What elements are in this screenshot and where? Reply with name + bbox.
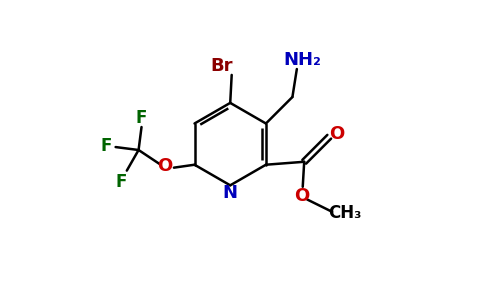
Text: O: O: [157, 157, 173, 175]
Text: CH₃: CH₃: [328, 204, 361, 222]
Text: NH₂: NH₂: [284, 51, 322, 69]
Text: Br: Br: [210, 57, 233, 75]
Text: O: O: [329, 125, 344, 143]
Text: N: N: [223, 184, 238, 202]
Text: O: O: [294, 187, 309, 205]
Text: F: F: [136, 109, 147, 127]
Text: F: F: [101, 136, 112, 154]
Text: F: F: [115, 173, 127, 191]
